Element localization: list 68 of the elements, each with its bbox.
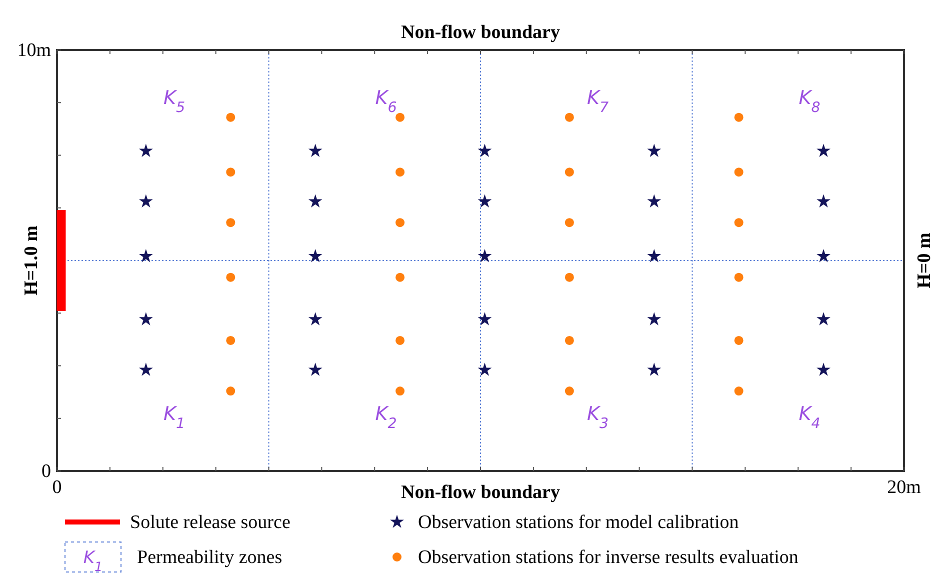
point [478, 312, 492, 326]
point [564, 336, 574, 345]
point [816, 194, 830, 208]
point [816, 312, 830, 326]
y2-axis-title: H=0 m [914, 232, 935, 288]
point [816, 144, 830, 157]
point [734, 218, 744, 228]
point [564, 272, 574, 282]
point [734, 168, 744, 177]
point [138, 312, 153, 326]
point [478, 248, 492, 262]
point [816, 248, 830, 262]
point [396, 112, 405, 122]
y-tick-label: 10m [17, 40, 52, 61]
annotation: K$_{3}$ [587, 403, 609, 432]
point [647, 362, 662, 376]
legend-label: Solute release source [130, 512, 290, 533]
annotation: K$_{2}$ [375, 403, 397, 432]
point [396, 218, 405, 228]
point [308, 248, 322, 262]
annotation: K$_{4}$ [798, 403, 820, 432]
point [816, 362, 830, 376]
annotation: K$_{5}$ [164, 87, 186, 116]
point [564, 112, 574, 122]
point [226, 112, 236, 122]
point [734, 336, 744, 345]
point [647, 194, 662, 208]
text: Permeability zones [137, 547, 282, 568]
y-axis-title: H=1.0 m [21, 225, 42, 296]
point [226, 336, 236, 345]
point [478, 144, 492, 157]
point [396, 272, 405, 282]
point [226, 272, 236, 282]
point [138, 144, 153, 157]
point [478, 194, 492, 208]
point [734, 112, 744, 122]
point [734, 386, 744, 396]
legend-label: Observation stations for inverse results evaluation [418, 547, 799, 568]
point [478, 362, 492, 376]
legend-label: Observation stations for model calibration [418, 512, 740, 533]
point [308, 362, 322, 376]
point [138, 194, 153, 208]
point [308, 194, 322, 208]
annotation: K$_{8}$ [798, 87, 820, 116]
point [226, 168, 236, 177]
point [308, 144, 322, 157]
point [138, 248, 153, 262]
annotation: K$_{7}$ [587, 87, 609, 116]
annotation: K$_{6}$ [375, 87, 397, 116]
point [647, 144, 662, 157]
point [647, 312, 662, 326]
point [308, 312, 322, 326]
point [564, 168, 574, 177]
point [564, 218, 574, 228]
x-tick-label: 20m [887, 477, 922, 498]
point [396, 386, 405, 396]
annotation: K$_{1}$ [164, 403, 186, 432]
point [226, 386, 236, 396]
point [734, 272, 744, 282]
point [647, 248, 662, 262]
point [564, 386, 574, 396]
point [226, 218, 236, 228]
text: K$_{1}$ [83, 548, 103, 574]
x-axis-title: Non-flow boundary [401, 482, 560, 503]
point [396, 168, 405, 177]
chart-title: Non-flow boundary [401, 22, 560, 43]
point [396, 336, 405, 345]
point [138, 362, 153, 376]
